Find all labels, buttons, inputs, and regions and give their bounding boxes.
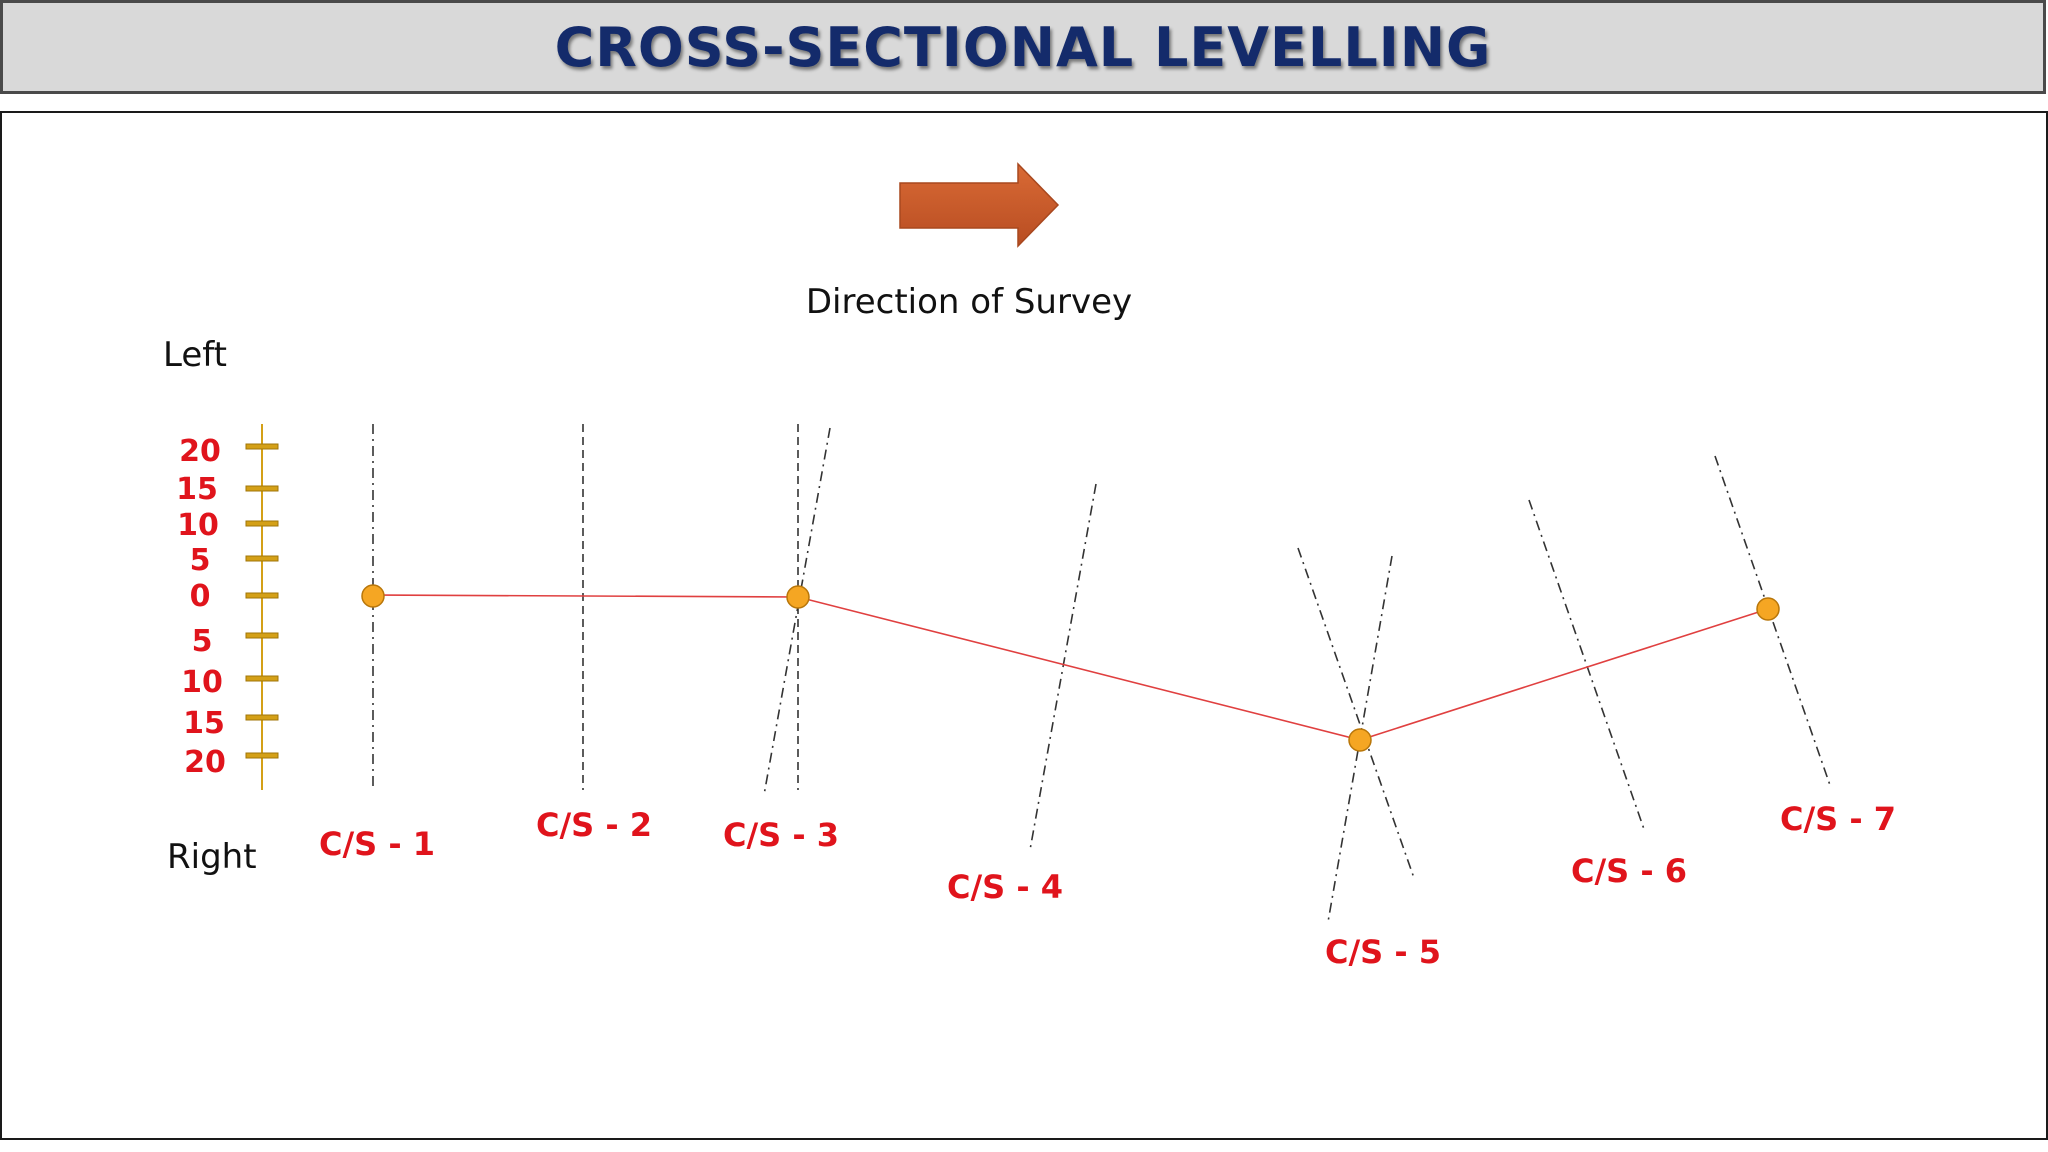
section-label: C/S - 5 (1325, 933, 1441, 971)
scale-tick-label: 0 (190, 579, 211, 614)
section-labels: C/S - 1 C/S - 2 C/S - 3 C/S - 4 C/S - 5 … (319, 800, 1896, 971)
section-label: C/S - 7 (1780, 800, 1896, 838)
station-point-5 (1348, 728, 1372, 752)
scale-tick-label: 5 (192, 624, 213, 659)
right-label: Right (167, 837, 257, 877)
cross-section-line-3b (763, 427, 831, 796)
station-points (361, 584, 1780, 752)
title-bar: CROSS-SECTIONAL LEVELLING (0, 0, 2046, 94)
scale-tick-label: 5 (190, 543, 211, 578)
station-point-1 (361, 584, 385, 608)
section-label: C/S - 3 (723, 816, 839, 854)
cross-section-line-5a (1297, 547, 1415, 879)
section-label: C/S - 2 (536, 806, 652, 844)
station-point-3 (786, 585, 810, 609)
cross-section-line-4 (1029, 483, 1097, 851)
scale-tick-label: 15 (183, 706, 225, 741)
survey-route-line (372, 594, 1769, 741)
scale-tick-label: 15 (176, 472, 218, 507)
cross-section-lines (372, 424, 1832, 923)
direction-arrow-icon (899, 162, 1060, 248)
direction-label: Direction of Survey (806, 282, 1132, 322)
cross-section-line-6 (1528, 499, 1646, 833)
diagram-panel (0, 111, 2048, 1140)
station-point-7 (1756, 597, 1780, 621)
cross-section-line-7 (1714, 455, 1832, 789)
scale-tick-label: 20 (184, 745, 226, 780)
scale-tick-labels: 20 15 10 5 0 5 10 15 20 (176, 434, 226, 780)
scale-tick-label: 10 (177, 508, 219, 543)
left-label: Left (163, 335, 227, 375)
offset-scale (245, 424, 279, 790)
section-label: C/S - 6 (1571, 852, 1687, 890)
section-label: C/S - 1 (319, 825, 435, 863)
scale-tick-label: 10 (181, 665, 223, 700)
section-label: C/S - 4 (947, 868, 1063, 906)
scale-tick-label: 20 (179, 434, 221, 469)
page-title: CROSS-SECTIONAL LEVELLING (554, 15, 1492, 79)
